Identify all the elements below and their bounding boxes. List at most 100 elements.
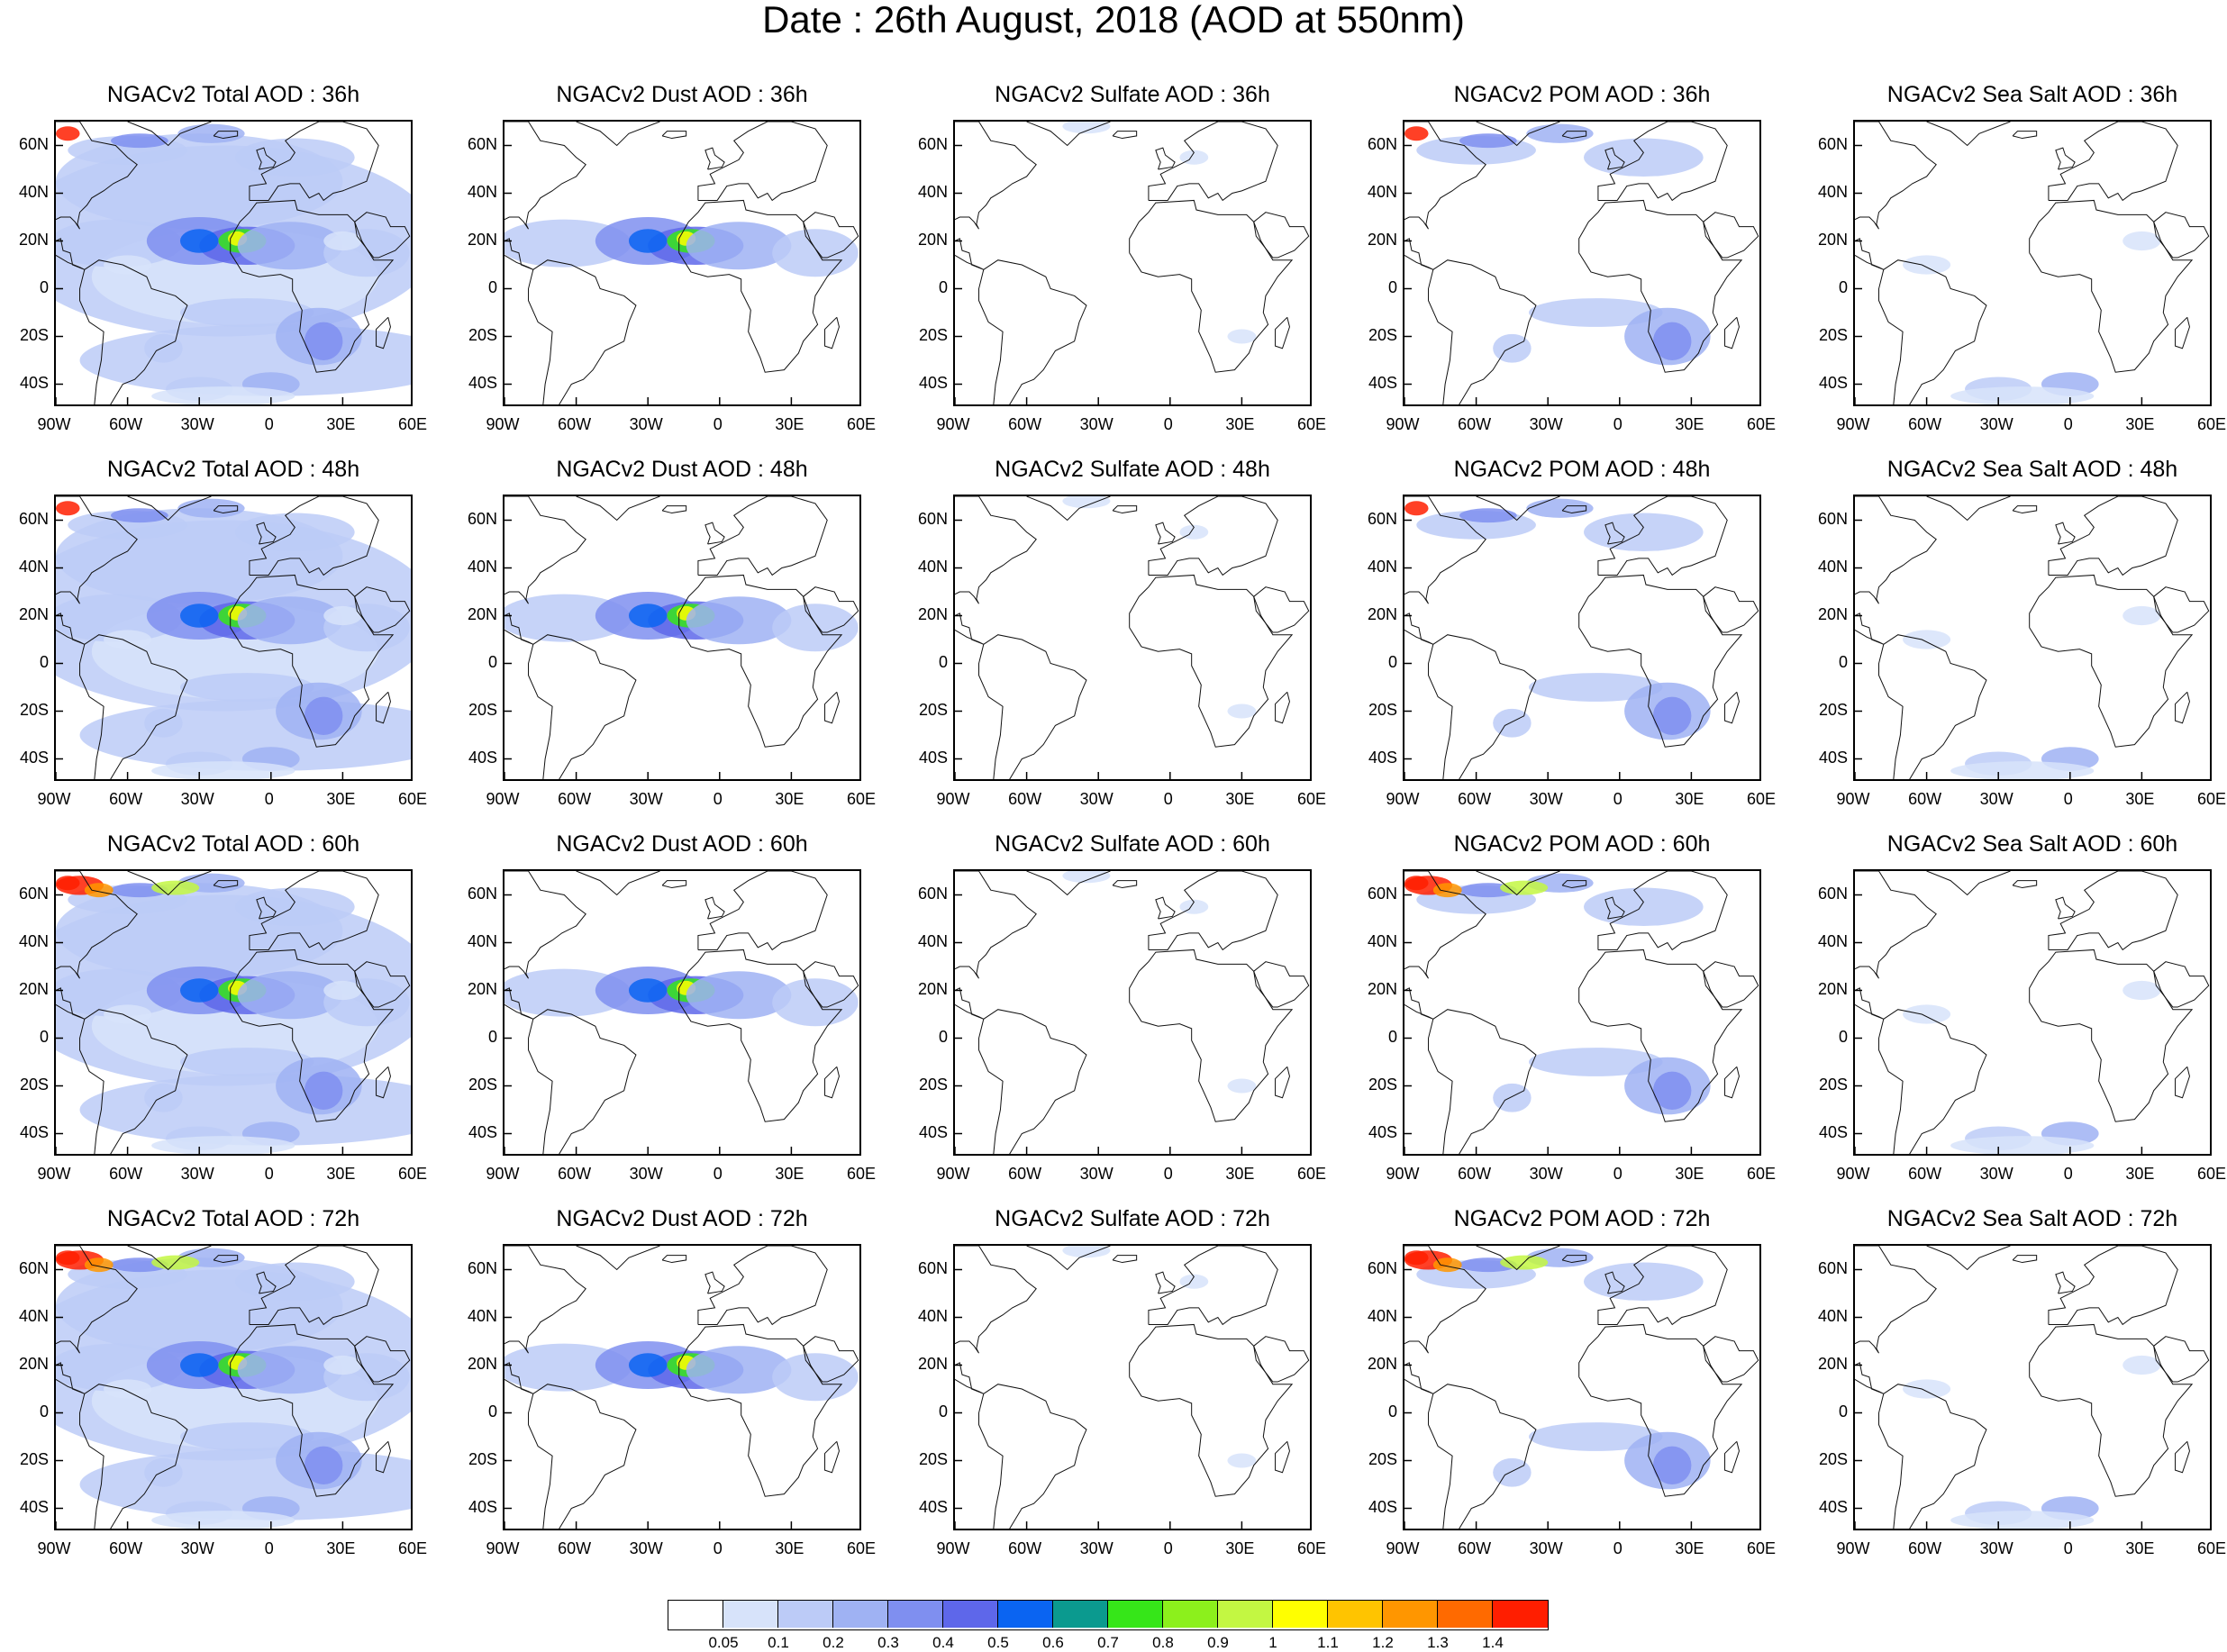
coastline-madagascar [824, 691, 840, 724]
lon-label: 60W [1458, 790, 1492, 808]
lat-label: 60N [1367, 134, 1397, 153]
lat-label: 40N [18, 1306, 49, 1325]
aod-plume [179, 604, 219, 628]
coastline-europe [697, 122, 828, 202]
coastline-arabia [803, 961, 859, 1008]
lon-label: 30E [1225, 790, 1255, 808]
coastline-arabia [1253, 212, 1310, 259]
map-panel-total-60h: NGACv2 Total AOD : 60h 60N 40N 20N 0 20S 40S 90… [19, 831, 427, 1183]
coastline-southAmerica [528, 259, 637, 404]
coastline-southAmerica [79, 1009, 188, 1154]
coastline-arabia [354, 586, 411, 633]
lon-label: 30W [1529, 1165, 1563, 1183]
map-panel-pom-36h: NGACv2 POM AOD : 36h 60N 40N 20N 0 20S 40S 90W 6… [1368, 82, 1776, 433]
map-panel-seasalt-72h: NGACv2 Sea Salt AOD : 72h 60N 40N 20N 0 20S 40… [1818, 1206, 2226, 1557]
coastline-southAmerica [978, 1009, 1087, 1154]
map-panel-dust-72h: NGACv2 Dust AOD : 72h 60N 40N 20N 0 20S 40S 90W… [468, 1206, 876, 1557]
lon-label: 30E [326, 415, 356, 433]
aod-field [1855, 496, 2210, 779]
coastline-madagascar [1724, 691, 1740, 724]
aod-plume [323, 605, 362, 626]
lon-label: 60W [1908, 790, 1942, 808]
lat-label: 20N [917, 230, 948, 249]
aod-plume [56, 219, 183, 268]
lon-label: 90W [1836, 1165, 1870, 1183]
panel-title: NGACv2 POM AOD : 36h [1453, 82, 1711, 107]
colorbar-label: 0.4 [932, 1634, 954, 1651]
lat-label: 40S [1368, 373, 1397, 392]
aod-plume [56, 968, 183, 1017]
aod-plume [84, 883, 114, 898]
map-panel-pom-60h: NGACv2 POM AOD : 60h 60N 40N 20N 0 20S 40S 90W 6… [1368, 831, 1776, 1183]
coastline-europe [2048, 871, 2178, 951]
map-panel-dust-48h: NGACv2 Dust AOD : 48h 60N 40N 20N 0 20S 40S 90W… [468, 457, 876, 808]
aod-field [955, 1246, 1310, 1529]
coastline-arabia [1703, 586, 1759, 633]
lon-label: 0 [264, 790, 274, 808]
coastline-northAmerica [955, 496, 1037, 604]
map-frame [54, 1244, 413, 1530]
coastline-northAmerica [56, 871, 138, 979]
coastline-arabia [1253, 1336, 1310, 1383]
lon-label: 60E [397, 1539, 428, 1557]
colorbar-swatch [1383, 1601, 1438, 1628]
lon-label: 60W [109, 1165, 143, 1183]
map-panel-seasalt-48h: NGACv2 Sea Salt AOD : 48h 60N 40N 20N 0 20S 40… [1818, 457, 2226, 808]
coastline-iceland [661, 1255, 687, 1264]
lat-label: 60N [1367, 884, 1397, 903]
lat-label: 40S [1818, 1497, 1848, 1516]
lat-label: 60N [467, 134, 497, 153]
lat-label: 20N [917, 604, 948, 623]
lon-label: 0 [1163, 1165, 1173, 1183]
coastline-madagascar [376, 691, 391, 724]
lat-label: 40N [1817, 931, 1848, 950]
map-panel-dust-60h: NGACv2 Dust AOD : 60h 60N 40N 20N 0 20S 40S 90W… [468, 831, 876, 1183]
lat-label: 40N [18, 182, 49, 201]
lon-label: 60W [1908, 1539, 1942, 1557]
coastline-centralAmerica [504, 613, 534, 645]
lon-label: 60W [109, 1539, 143, 1557]
coastline-southAmerica [978, 634, 1087, 779]
aod-plume [1227, 1078, 1257, 1094]
lat-label: 20S [1368, 1449, 1397, 1468]
coastline-europe [1597, 871, 1728, 951]
coastline-greenland [1026, 871, 1111, 896]
lon-label: 90W [486, 1165, 520, 1183]
lon-label: 90W [486, 1539, 520, 1557]
aod-field [56, 122, 411, 404]
panel-title: NGACv2 Sulfate AOD : 60h [995, 831, 1270, 857]
colorbar-swatch [1053, 1601, 1108, 1628]
coastline-southAmerica [79, 634, 188, 779]
lat-label: 20N [1817, 1354, 1848, 1373]
coastline-europe [1148, 871, 1278, 951]
aod-plume [151, 1511, 295, 1529]
lat-label: 60N [1817, 884, 1848, 903]
coastline-northAmerica [56, 1246, 138, 1354]
coastline-africa [1578, 574, 1743, 748]
lon-label: 90W [1386, 790, 1420, 808]
lon-label: 30W [1529, 790, 1563, 808]
panel-title: NGACv2 Total AOD : 60h [106, 831, 360, 857]
coastline-southAmerica [528, 1384, 637, 1529]
aod-plume [179, 978, 219, 1003]
lat-label: 20N [18, 230, 49, 249]
lon-label: 30W [1979, 1539, 2013, 1557]
coastline-centralAmerica [504, 238, 534, 270]
aod-plume [1528, 1422, 1663, 1451]
aod-plume [151, 386, 295, 404]
lon-label: 30E [1675, 1165, 1704, 1183]
aod-plume [104, 630, 152, 649]
lat-label: 60N [1817, 134, 1848, 153]
coastline-madagascar [2175, 316, 2190, 349]
lat-label: 40S [468, 1497, 497, 1516]
panel-title: NGACv2 Sulfate AOD : 36h [995, 82, 1270, 107]
aod-field [1855, 122, 2210, 404]
aod-plume [144, 708, 183, 738]
map-frame [503, 120, 861, 406]
map-panel-total-36h: NGACv2 Total AOD : 36h 60N 40N 20N 0 20S 40S 90… [19, 82, 427, 433]
map-panel-sulfate-36h: NGACv2 Sulfate AOD : 36h 60N 40N 20N 0 20S 40S… [918, 82, 1326, 433]
lat-label: 40S [468, 1122, 497, 1141]
lon-label: 90W [1836, 415, 1870, 433]
coastline-britain [1155, 522, 1176, 545]
coastline-northAmerica [1404, 496, 1486, 604]
